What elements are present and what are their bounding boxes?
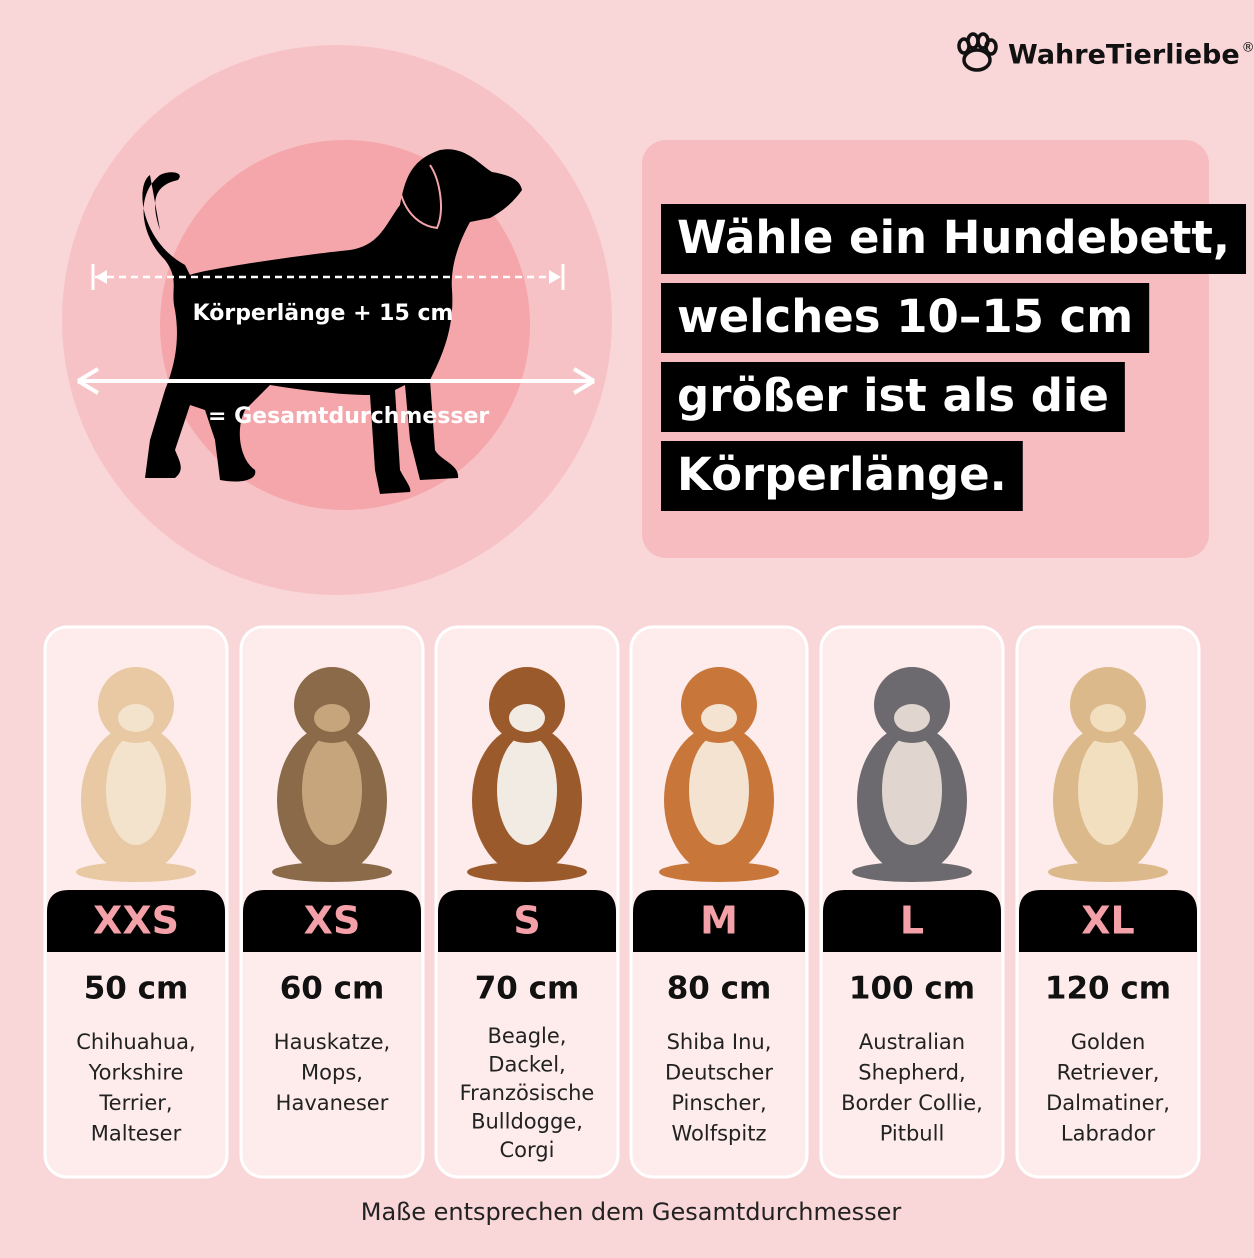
breed-line: Deutscher xyxy=(665,1061,773,1085)
breed-line: Französische xyxy=(460,1081,595,1105)
footer-note: Maße entsprechen dem Gesamtdurchmesser xyxy=(361,1198,902,1226)
headline-line: Körperlänge. xyxy=(677,448,1007,501)
animal-paws xyxy=(852,862,972,882)
breed-line: Pitbull xyxy=(880,1122,945,1146)
headline-box xyxy=(661,441,1023,511)
breed-line: Chihuahua, xyxy=(76,1030,195,1054)
animal-muzzle xyxy=(314,704,350,732)
size-band xyxy=(823,890,1001,952)
headline-line: welches 10–15 cm xyxy=(677,290,1133,343)
size-label: S xyxy=(513,899,540,943)
animal-paws xyxy=(76,862,196,882)
animal-chest xyxy=(106,735,166,845)
breed-line: Mops, xyxy=(301,1061,363,1085)
animal-muzzle xyxy=(118,704,154,732)
animal-paws xyxy=(1048,862,1168,882)
animal-chest xyxy=(1078,735,1138,845)
breed-line: Malteser xyxy=(91,1122,182,1146)
logo-name: WahreTierliebe xyxy=(1008,40,1240,71)
size-label: XXS xyxy=(93,899,179,943)
breed-line: Border Collie, xyxy=(841,1091,983,1115)
animal-muzzle xyxy=(701,704,737,732)
size-band xyxy=(47,890,225,952)
animal-muzzle xyxy=(509,704,545,732)
animal-paws xyxy=(659,862,779,882)
size-label: XS xyxy=(304,899,361,943)
breed-line: Pinscher, xyxy=(671,1091,766,1115)
breed-line: Retriever, xyxy=(1057,1061,1160,1085)
size-label: M xyxy=(700,899,738,943)
size-band xyxy=(243,890,421,952)
size-label: L xyxy=(900,899,924,943)
breed-line: Beagle, xyxy=(488,1024,567,1048)
headline-line: Wähle ein Hundebett, xyxy=(677,211,1230,264)
measure: 120 cm xyxy=(1045,971,1171,1007)
body-label: Körperlänge + 15 cm xyxy=(193,301,454,326)
breed-line: Dalmatiner, xyxy=(1046,1091,1170,1115)
breed-line: Shiba Inu, xyxy=(667,1030,772,1054)
breed-line: Yorkshire xyxy=(88,1061,184,1085)
breed-line: Shepherd, xyxy=(858,1061,965,1085)
measure: 50 cm xyxy=(84,971,189,1007)
headline-box xyxy=(661,283,1150,353)
measure: 100 cm xyxy=(849,971,975,1007)
breed-line: Wolfspitz xyxy=(672,1122,767,1146)
measure: 70 cm xyxy=(475,971,580,1007)
breed-line: Havaneser xyxy=(276,1091,389,1115)
headline: Wähle ein Hundebett, welches 10–15 cm größ… xyxy=(661,204,1247,511)
size-band xyxy=(1019,890,1197,952)
animal-chest xyxy=(497,735,557,845)
breed-line: Bulldogge, xyxy=(471,1110,583,1134)
animal-chest xyxy=(882,735,942,845)
dog-ear xyxy=(398,164,442,230)
animal-muzzle xyxy=(894,704,930,732)
total-label: = Gesamtdurchmesser xyxy=(208,404,489,429)
animal-paws xyxy=(467,862,587,882)
breed-line: Hauskatze, xyxy=(274,1030,390,1054)
breed-line: Dackel, xyxy=(488,1053,565,1077)
measure: 60 cm xyxy=(280,971,385,1007)
headline-box xyxy=(661,204,1247,274)
size-band xyxy=(438,890,616,952)
headline-line: größer ist als die xyxy=(677,369,1109,422)
cards: XXS 50 cm Chihuahua, Yorkshire Terrier, Malte… xyxy=(43,625,1201,1179)
dog-silhouette xyxy=(142,149,523,495)
animal-paws xyxy=(272,862,392,882)
breed-line: Australian xyxy=(859,1030,965,1054)
logo-mark: ® xyxy=(1242,41,1254,56)
size-label: XL xyxy=(1081,899,1135,943)
breed-line: Golden xyxy=(1071,1030,1146,1054)
animal-chest xyxy=(689,735,749,845)
breed-line: Labrador xyxy=(1061,1122,1156,1146)
breed-line: Corgi xyxy=(500,1138,555,1162)
size-band xyxy=(633,890,805,952)
headline-box xyxy=(661,362,1125,432)
measure: 80 cm xyxy=(667,971,772,1007)
animal-chest xyxy=(302,735,362,845)
total-arrow-heads xyxy=(76,367,596,395)
logo-icon xyxy=(957,32,998,72)
breed-line: Terrier, xyxy=(98,1091,172,1115)
animal-muzzle xyxy=(1090,704,1126,732)
